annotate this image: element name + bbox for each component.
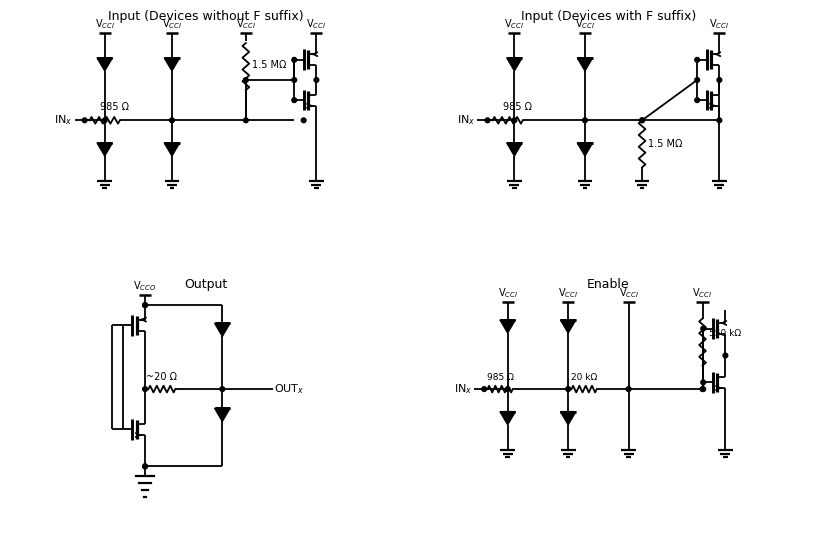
- Text: V$_{CCI}$: V$_{CCI}$: [306, 17, 326, 31]
- Text: ~20 Ω: ~20 Ω: [147, 372, 177, 382]
- Circle shape: [695, 98, 699, 103]
- Circle shape: [626, 387, 631, 392]
- Text: 985 Ω: 985 Ω: [503, 102, 532, 112]
- Circle shape: [566, 387, 571, 392]
- Text: V$_{CCI}$: V$_{CCI}$: [162, 17, 182, 31]
- Text: V$_{CCI}$: V$_{CCI}$: [497, 286, 518, 300]
- Polygon shape: [506, 58, 522, 71]
- Text: IN$_x$: IN$_x$: [457, 113, 475, 127]
- Text: IN$_x$: IN$_x$: [454, 382, 472, 396]
- Circle shape: [142, 387, 147, 392]
- Circle shape: [512, 118, 517, 123]
- Text: 20 kΩ: 20 kΩ: [571, 372, 597, 382]
- Polygon shape: [164, 143, 180, 156]
- Circle shape: [142, 303, 147, 307]
- Text: 1.5 MΩ: 1.5 MΩ: [252, 60, 287, 70]
- Circle shape: [717, 118, 722, 123]
- Circle shape: [640, 118, 645, 123]
- Circle shape: [700, 387, 705, 392]
- Circle shape: [82, 118, 87, 123]
- Text: 985 Ω: 985 Ω: [100, 102, 129, 112]
- Text: Output: Output: [184, 279, 227, 292]
- Circle shape: [103, 118, 107, 123]
- Polygon shape: [97, 143, 112, 156]
- Text: Input (Devices without F suffix): Input (Devices without F suffix): [107, 10, 304, 23]
- Circle shape: [717, 78, 722, 83]
- Text: V$_{CCI}$: V$_{CCI}$: [709, 17, 729, 31]
- Text: V$_{CCI}$: V$_{CCI}$: [575, 17, 595, 31]
- Polygon shape: [500, 412, 515, 425]
- Polygon shape: [97, 58, 112, 71]
- Text: V$_{CCI}$: V$_{CCI}$: [619, 286, 639, 300]
- Polygon shape: [577, 143, 593, 156]
- Polygon shape: [500, 320, 515, 333]
- Circle shape: [301, 118, 306, 123]
- Circle shape: [701, 380, 706, 385]
- Text: V$_{CCI}$: V$_{CCI}$: [236, 17, 256, 31]
- Text: 985 Ω: 985 Ω: [487, 372, 514, 382]
- Text: V$_{CCI}$: V$_{CCI}$: [94, 17, 115, 31]
- Polygon shape: [215, 408, 230, 421]
- Polygon shape: [164, 58, 180, 71]
- Text: 550 kΩ: 550 kΩ: [709, 329, 741, 338]
- Circle shape: [723, 353, 728, 358]
- Text: V$_{CCI}$: V$_{CCI}$: [693, 286, 712, 300]
- Text: V$_{CCI}$: V$_{CCI}$: [505, 17, 524, 31]
- Circle shape: [243, 78, 248, 83]
- Text: Enable: Enable: [587, 279, 630, 292]
- Circle shape: [292, 58, 296, 62]
- Circle shape: [142, 464, 147, 469]
- Circle shape: [142, 464, 147, 469]
- Circle shape: [695, 58, 699, 62]
- Circle shape: [292, 98, 296, 103]
- Circle shape: [701, 326, 706, 331]
- Text: OUT$_x$: OUT$_x$: [274, 382, 304, 396]
- Circle shape: [314, 78, 319, 83]
- Text: V$_{CCO}$: V$_{CCO}$: [133, 280, 157, 293]
- Polygon shape: [215, 323, 230, 336]
- Text: V$_{CCI}$: V$_{CCI}$: [558, 286, 578, 300]
- Text: Input (Devices with F suffix): Input (Devices with F suffix): [521, 10, 696, 23]
- Text: 1.5 MΩ: 1.5 MΩ: [648, 139, 682, 149]
- Circle shape: [292, 78, 296, 83]
- Polygon shape: [506, 143, 522, 156]
- Circle shape: [169, 118, 174, 123]
- Circle shape: [142, 303, 147, 307]
- Circle shape: [243, 118, 248, 123]
- Circle shape: [220, 387, 225, 392]
- Circle shape: [485, 118, 490, 123]
- Circle shape: [701, 387, 706, 392]
- Circle shape: [505, 387, 510, 392]
- Polygon shape: [560, 412, 575, 425]
- Polygon shape: [560, 320, 575, 333]
- Circle shape: [482, 387, 487, 392]
- Circle shape: [640, 118, 645, 123]
- Circle shape: [695, 78, 699, 83]
- Polygon shape: [577, 58, 593, 71]
- Text: IN$_x$: IN$_x$: [55, 113, 72, 127]
- Circle shape: [583, 118, 587, 123]
